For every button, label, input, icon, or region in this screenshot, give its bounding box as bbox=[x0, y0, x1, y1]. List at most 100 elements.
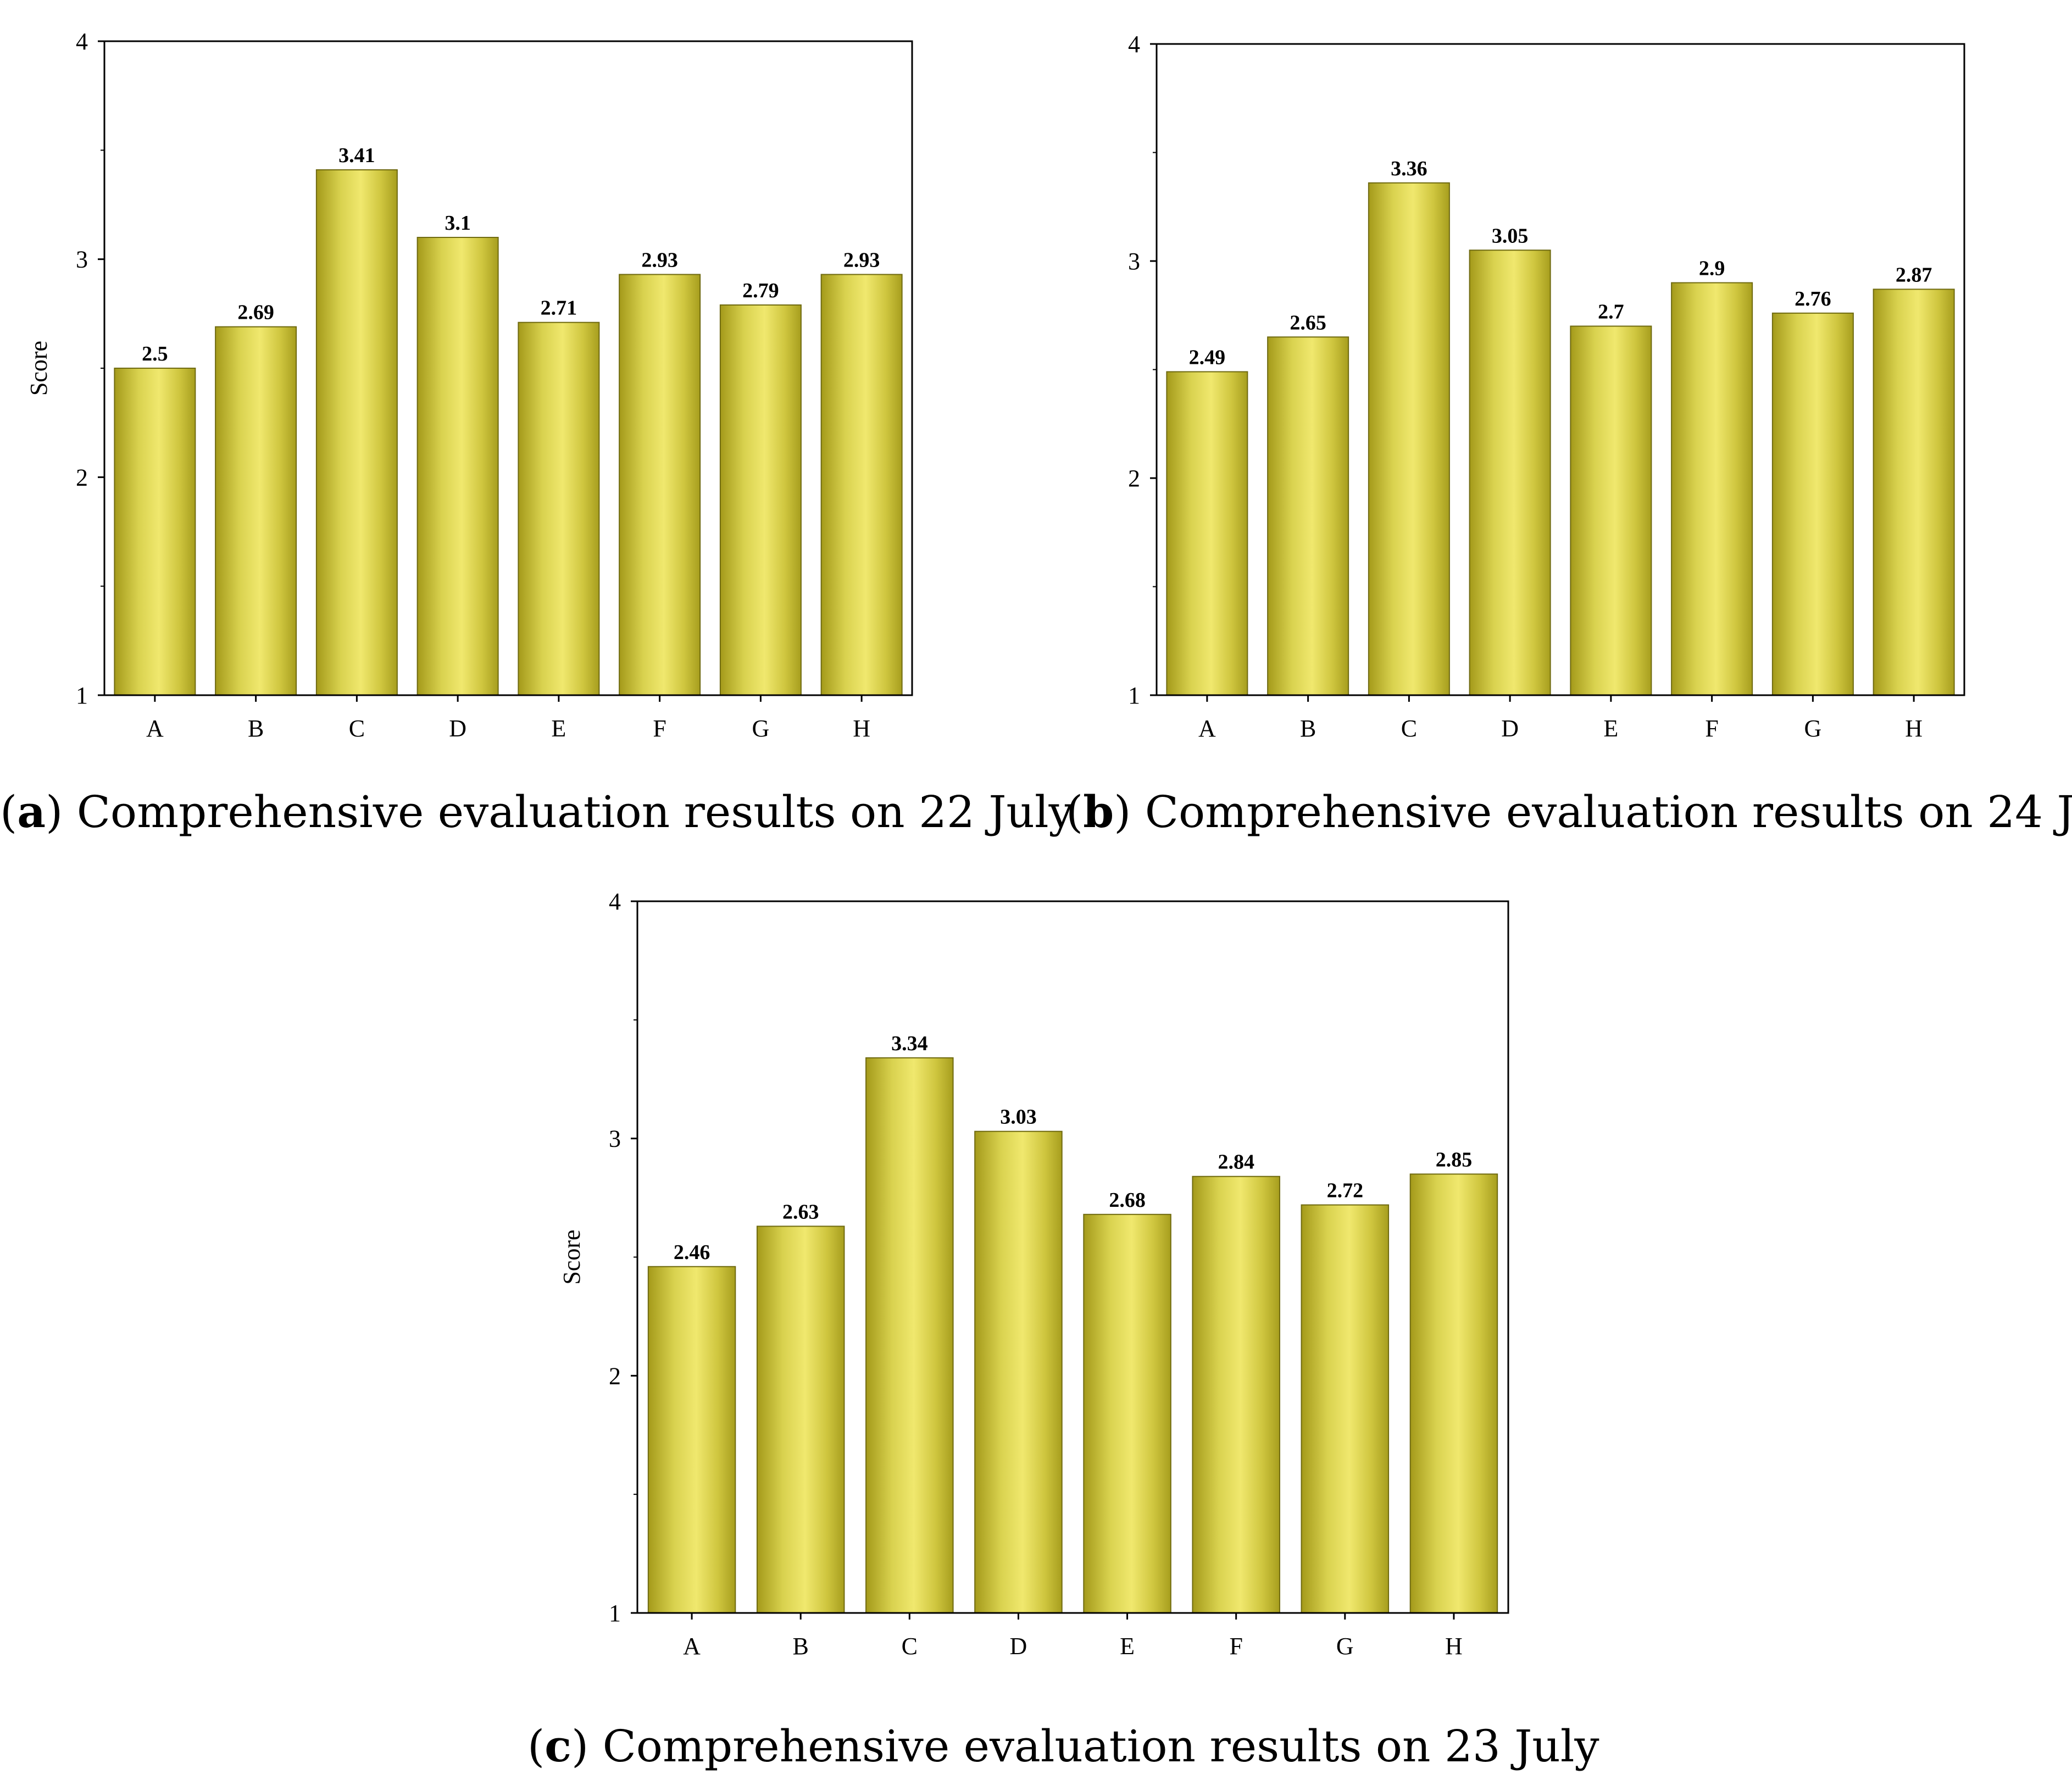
x-tick-label-a-C: C bbox=[349, 715, 365, 742]
data-label-b-G: 2.76 bbox=[1795, 287, 1831, 310]
bar-a-F bbox=[619, 274, 701, 696]
x-tick-label-c-F: F bbox=[1229, 1633, 1242, 1660]
bar-c-D bbox=[974, 1130, 1063, 1613]
bar-c-C bbox=[865, 1057, 954, 1613]
data-label-a-B: 2.69 bbox=[237, 301, 274, 324]
x-tick-label-b-D: D bbox=[1501, 715, 1519, 742]
x-tick-label-a-D: D bbox=[449, 715, 466, 742]
axes-frame-a bbox=[103, 40, 913, 696]
y-tick-label-a-2: 2 bbox=[76, 464, 88, 491]
bar-b-C bbox=[1368, 182, 1450, 696]
caption-a-text: Comprehensive evaluation results on 22 J… bbox=[76, 786, 1074, 838]
bar-b-B bbox=[1267, 336, 1349, 696]
bar-b-A bbox=[1166, 371, 1248, 696]
x-tick-label-a-G: G bbox=[752, 715, 769, 742]
data-label-c-B: 2.63 bbox=[782, 1200, 819, 1223]
data-label-c-E: 2.68 bbox=[1109, 1189, 1146, 1212]
axes-frame-c bbox=[636, 900, 1509, 1614]
x-tick-label-b-G: G bbox=[1804, 715, 1821, 742]
bar-b-E bbox=[1570, 325, 1652, 696]
chart-panel-b: 2.49 A 2.65 B 3.36 C 3.05 D 2.7 E 2.9 F 2.76 G 2.87 H 1 2… bbox=[1066, 0, 2072, 758]
bar-b-D bbox=[1469, 249, 1551, 696]
x-tick-label-a-F: F bbox=[653, 715, 666, 742]
x-tick-label-b-H: H bbox=[1905, 715, 1923, 742]
x-tick-label-c-H: H bbox=[1445, 1633, 1463, 1660]
x-tick-label-a-A: A bbox=[146, 715, 164, 742]
x-tick-label-b-C: C bbox=[1401, 715, 1417, 742]
y-tick-label-b-4: 4 bbox=[1128, 31, 1140, 58]
data-label-b-H: 2.87 bbox=[1896, 263, 1932, 286]
x-tick-label-c-A: A bbox=[683, 1633, 701, 1660]
data-label-b-A: 2.49 bbox=[1189, 346, 1226, 369]
y-tick-label-c-3: 3 bbox=[609, 1125, 621, 1152]
x-tick-label-c-B: B bbox=[793, 1633, 809, 1660]
y-tick-label-a-1: 1 bbox=[76, 682, 88, 709]
y-tick-label-b-1: 1 bbox=[1128, 682, 1140, 709]
x-tick-label-a-E: E bbox=[551, 715, 566, 742]
x-tick-label-c-E: E bbox=[1120, 1633, 1135, 1660]
y-tick-label-c-1: 1 bbox=[609, 1600, 621, 1627]
bar-a-G bbox=[719, 304, 802, 696]
caption-a-label: a bbox=[17, 786, 46, 838]
x-tick-label-b-F: F bbox=[1705, 715, 1718, 742]
data-label-c-C: 3.34 bbox=[891, 1032, 928, 1055]
chart-a: 2.5 A 2.69 B 3.41 C 3.1 D 2.71 E 2.93 F 2.79 G 2.93 H 1 2… bbox=[25, 28, 913, 742]
bar-c-B bbox=[756, 1226, 845, 1613]
axes-frame-b bbox=[1156, 43, 1965, 696]
y-tick-label-c-2: 2 bbox=[609, 1362, 621, 1389]
data-label-c-F: 2.84 bbox=[1218, 1151, 1254, 1174]
bar-c-E bbox=[1083, 1213, 1171, 1613]
bar-a-A bbox=[114, 368, 196, 696]
y-tick-label-a-3: 3 bbox=[76, 246, 88, 273]
bar-b-F bbox=[1671, 282, 1753, 696]
bar-a-C bbox=[315, 169, 398, 696]
bar-a-E bbox=[518, 321, 600, 696]
bar-c-G bbox=[1301, 1204, 1390, 1613]
x-tick-label-a-H: H bbox=[853, 715, 870, 742]
data-label-a-G: 2.79 bbox=[742, 279, 779, 302]
caption-b-text: Comprehensive evaluation results on 24 J… bbox=[1145, 786, 2072, 838]
data-label-a-A: 2.5 bbox=[142, 342, 168, 365]
bar-b-G bbox=[1771, 312, 1854, 696]
y-axis-title-a: Score bbox=[25, 341, 52, 396]
caption-c-text: Comprehensive evaluation results on 23 J… bbox=[602, 1721, 1599, 1772]
x-tick-label-c-D: D bbox=[1010, 1633, 1027, 1660]
data-label-b-E: 2.7 bbox=[1598, 301, 1624, 324]
data-label-a-H: 2.93 bbox=[843, 248, 880, 271]
data-label-c-D: 3.03 bbox=[1000, 1106, 1037, 1129]
bar-a-H bbox=[820, 274, 903, 696]
data-label-b-F: 2.9 bbox=[1699, 257, 1725, 280]
caption-a: (a) Comprehensive evaluation results on … bbox=[0, 786, 1074, 838]
data-label-b-C: 3.36 bbox=[1391, 157, 1427, 180]
bar-c-H bbox=[1409, 1173, 1498, 1613]
x-tick-label-b-A: A bbox=[1198, 715, 1216, 742]
y-tick-label-b-3: 3 bbox=[1128, 248, 1140, 275]
x-tick-label-b-E: E bbox=[1603, 715, 1618, 742]
data-label-a-F: 2.93 bbox=[641, 248, 678, 271]
caption-b: (b) Comprehensive evaluation results on … bbox=[1066, 786, 2072, 838]
data-label-c-A: 2.46 bbox=[674, 1241, 710, 1264]
data-label-a-C: 3.41 bbox=[338, 144, 375, 167]
chart-panel-a: 2.5 A 2.69 B 3.41 C 3.1 D 2.71 E 2.93 F 2.79 G 2.93 H 1 2… bbox=[0, 0, 989, 758]
y-tick-label-a-4: 4 bbox=[76, 28, 88, 55]
caption-c-label: c bbox=[545, 1720, 571, 1772]
data-label-c-H: 2.85 bbox=[1436, 1148, 1473, 1171]
data-label-a-E: 2.71 bbox=[541, 297, 577, 320]
data-label-b-D: 3.05 bbox=[1492, 224, 1529, 247]
bar-a-B bbox=[215, 326, 297, 696]
chart-c: 2.46 A 2.63 B 3.34 C 3.03 D 2.68 E 2.84 F 2.72 G 2.85 H… bbox=[558, 888, 1509, 1660]
data-label-c-G: 2.72 bbox=[1327, 1179, 1364, 1202]
bar-a-D bbox=[416, 237, 499, 696]
y-tick-label-b-2: 2 bbox=[1128, 465, 1140, 492]
x-tick-label-c-C: C bbox=[902, 1633, 918, 1660]
caption-c: (c) Comprehensive evaluation results on … bbox=[527, 1720, 1599, 1772]
bar-c-A bbox=[647, 1266, 736, 1613]
y-axis-title-c: Score bbox=[558, 1229, 585, 1284]
chart-panel-c: 2.46 A 2.63 B 3.34 C 3.03 D 2.68 E 2.84 F 2.72 G 2.85 H… bbox=[527, 879, 1544, 1687]
y-tick-label-c-4: 4 bbox=[609, 888, 621, 915]
caption-b-label: b bbox=[1083, 786, 1114, 838]
data-label-a-D: 3.1 bbox=[445, 212, 471, 235]
x-tick-label-b-B: B bbox=[1300, 715, 1316, 742]
chart-b: 2.49 A 2.65 B 3.36 C 3.05 D 2.7 E 2.9 F 2.76 G 2.87 H 1 2… bbox=[1128, 31, 1965, 742]
data-label-b-B: 2.65 bbox=[1290, 311, 1326, 334]
